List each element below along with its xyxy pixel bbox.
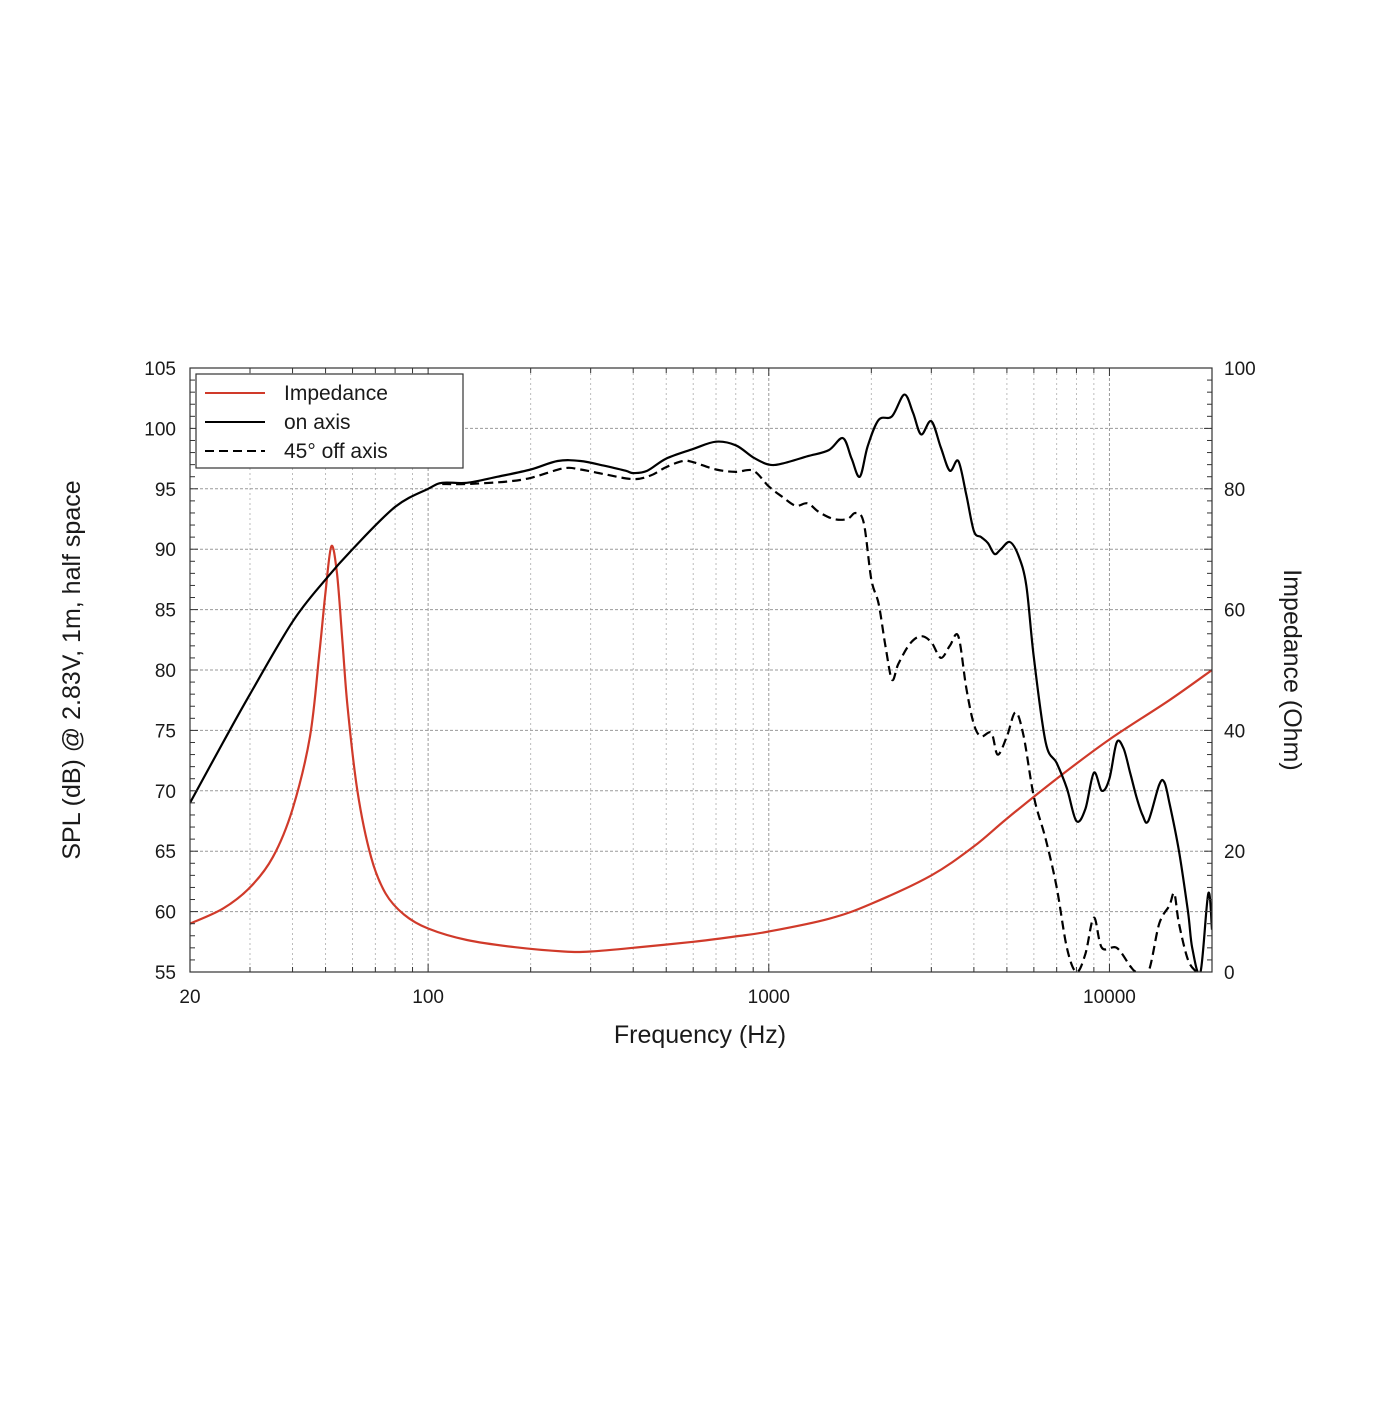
x-tick-label: 1000	[748, 987, 790, 1008]
tick-layer	[190, 367, 1212, 973]
y-right-tick-label: 100	[1224, 359, 1256, 380]
on-axis-curve	[190, 393, 1212, 972]
y-right-tick-label: 20	[1224, 842, 1245, 863]
y-left-tick-label: 70	[155, 782, 176, 803]
legend: Impedance on axis 45° off axis	[195, 373, 464, 469]
tick-label-layer: 20 100 1000 1000010510095908580757065605510…	[144, 359, 1255, 1008]
x-tick-label: 20	[179, 987, 200, 1008]
y-right-tick-label: 40	[1224, 721, 1245, 742]
y-left-tick-label: 60	[155, 903, 176, 924]
y-left-tick-label: 95	[155, 480, 176, 501]
y-right-tick-label: 80	[1224, 480, 1245, 501]
impedance-curve	[190, 544, 1212, 954]
x-tick-label: 100	[412, 987, 444, 1008]
y-left-tick-label: 80	[155, 661, 176, 682]
y-left-tick-label: 85	[155, 601, 176, 622]
y-right-tick-label: 60	[1224, 601, 1245, 622]
y-right-tick-label: 0	[1224, 963, 1235, 984]
y-left-tick-label: 105	[144, 359, 176, 380]
y-left-tick-label: 75	[155, 721, 176, 742]
y-axis-right-title: Impedance (Ohm)	[1278, 569, 1306, 770]
y-left-tick-label: 65	[155, 842, 176, 863]
off-axis-curve	[442, 459, 1198, 972]
y-left-tick-label: 90	[155, 540, 176, 561]
y-axis-left-title: SPL (dB) @ 2.83V, 1m, half space	[58, 480, 86, 859]
x-tick-label: 10000	[1083, 987, 1136, 1008]
legend-label-impedance: Impedance	[284, 382, 388, 405]
y-left-tick-label: 55	[155, 963, 176, 984]
y-left-tick-label: 100	[144, 419, 176, 440]
series-layer	[190, 393, 1212, 972]
legend-label-off-axis: 45° off axis	[284, 440, 388, 463]
legend-label-on-axis: on axis	[284, 411, 351, 434]
x-axis-title: Frequency (Hz)	[614, 1021, 786, 1049]
